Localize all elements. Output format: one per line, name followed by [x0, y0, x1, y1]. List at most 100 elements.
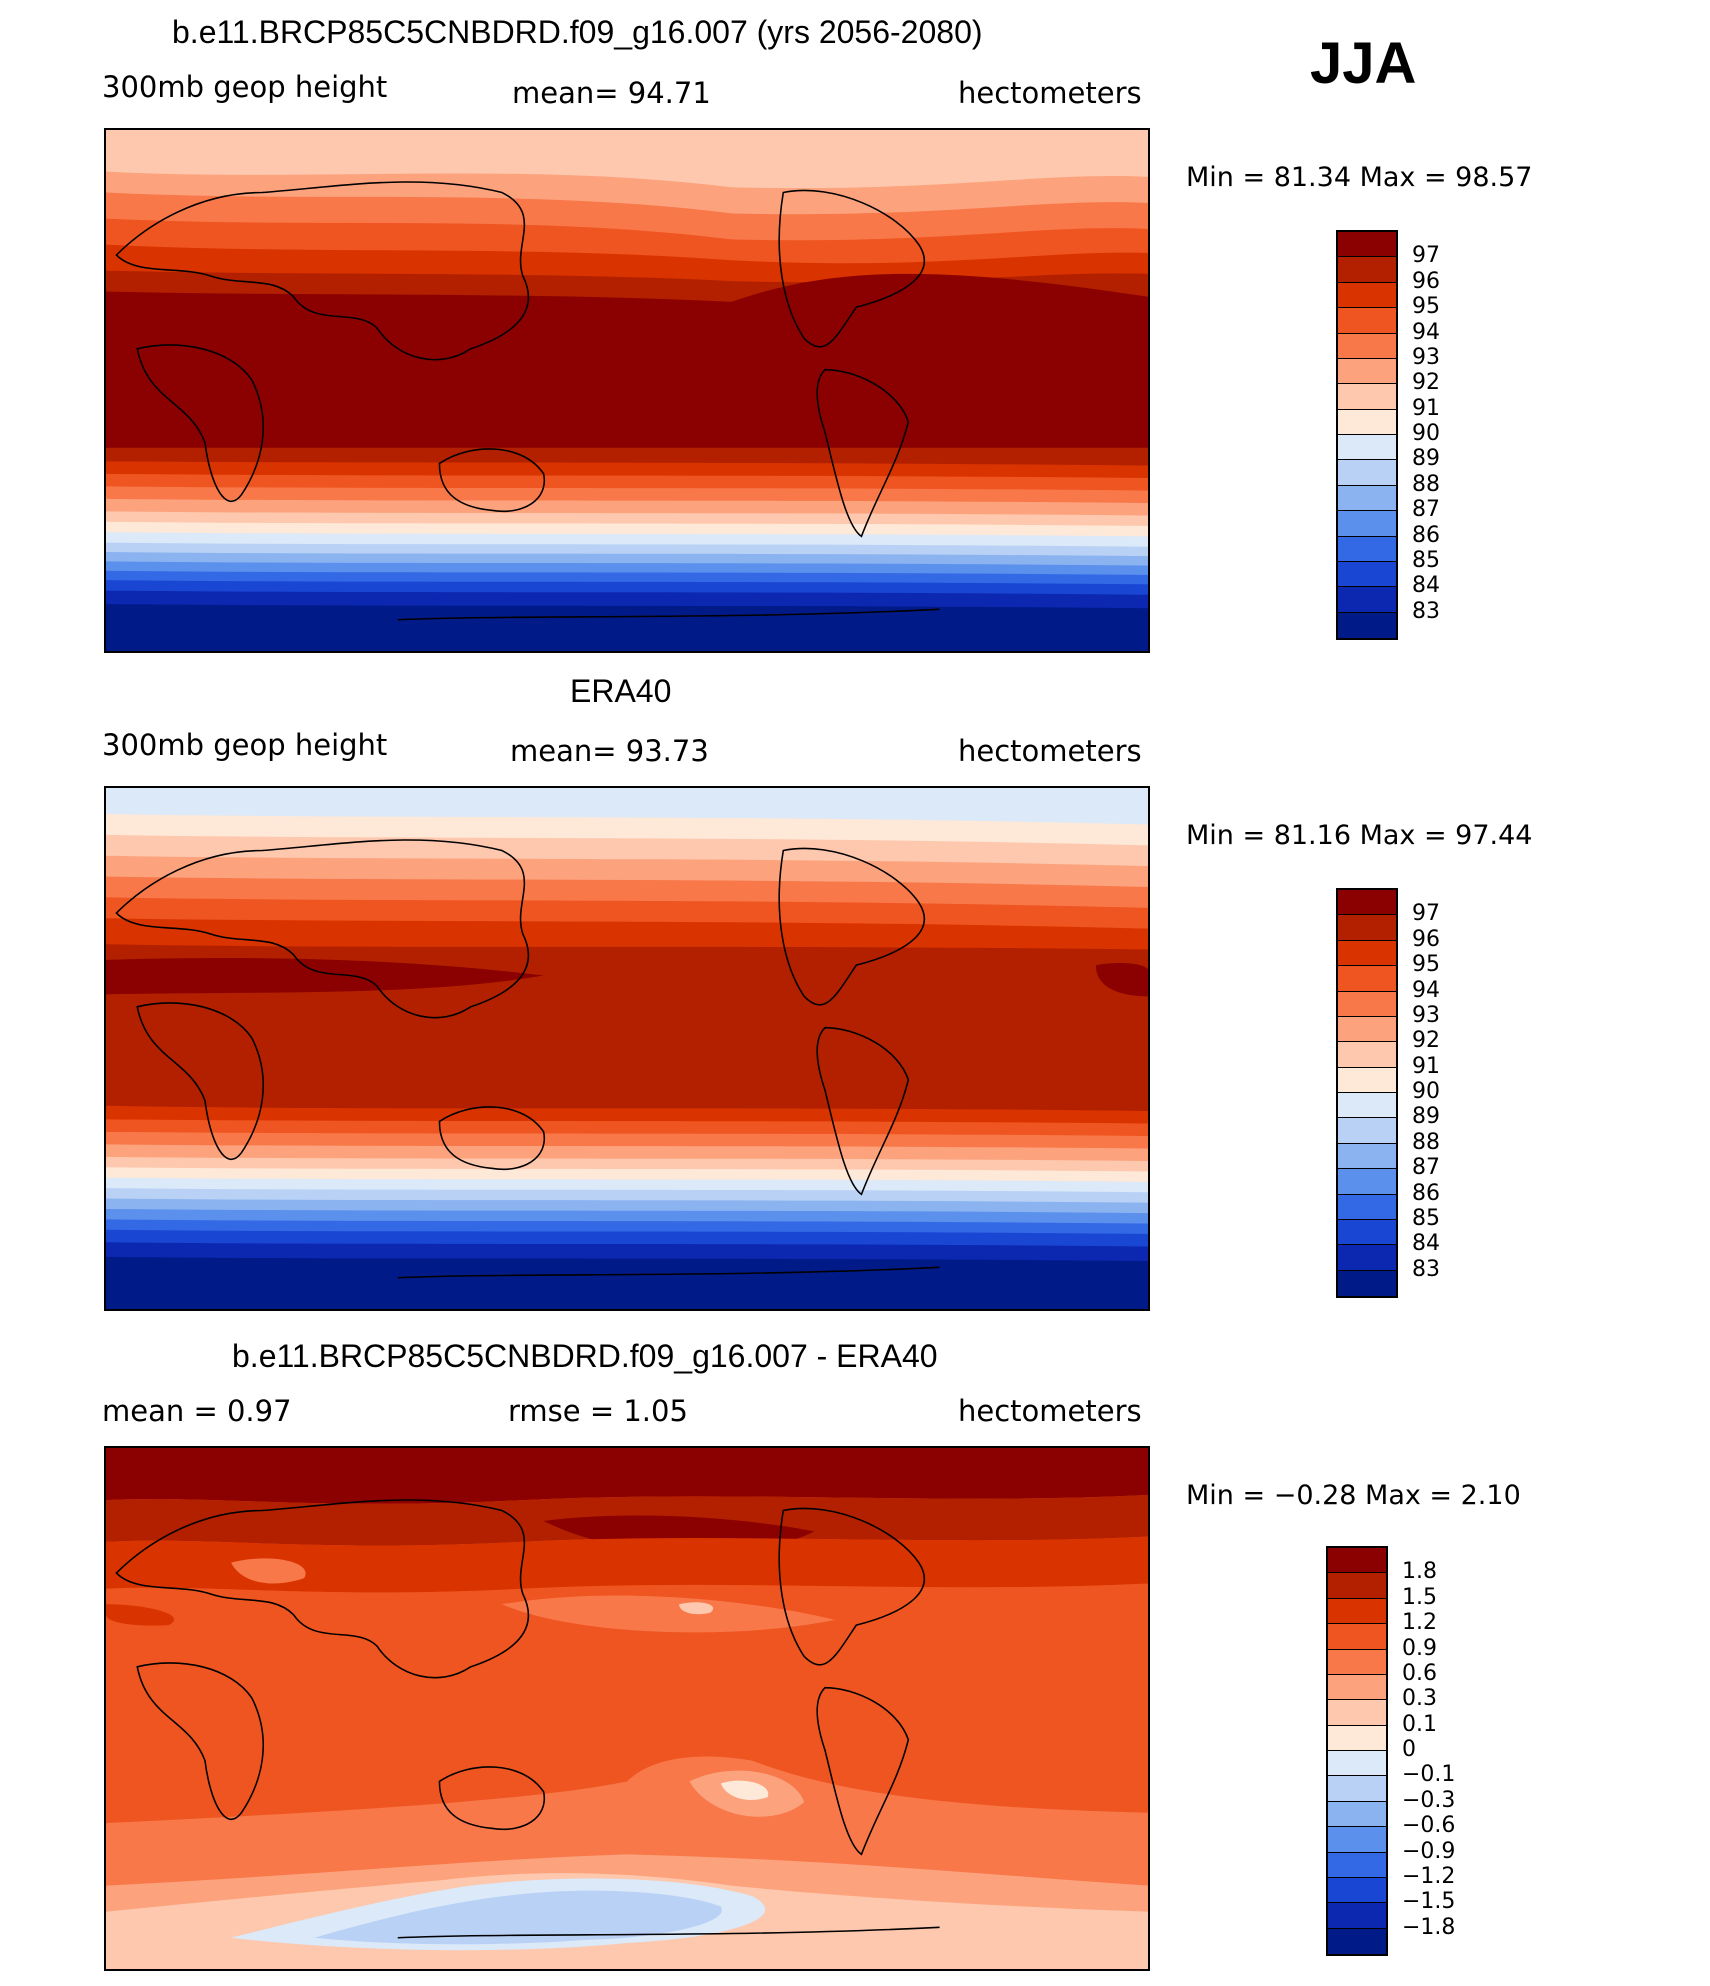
- colorbar-tick-label: 83: [1412, 598, 1440, 624]
- colorbar-swatch: [1338, 915, 1396, 941]
- panel-3-minmax: Min = −0.28 Max = 2.10: [1186, 1480, 1521, 1511]
- panel-3-title: b.e11.BRCP85C5CNBDRD.f09_g16.007 - ERA40: [232, 1338, 938, 1374]
- panel-1-minmax: Min = 81.34 Max = 98.57: [1186, 162, 1533, 193]
- colorbar-tick-label: −1.8: [1402, 1914, 1456, 1940]
- colorbar-tick-label: 0.1: [1402, 1711, 1437, 1737]
- colorbar-swatch: [1328, 1598, 1386, 1625]
- colorbar-swatch: [1338, 282, 1396, 309]
- colorbar-tick-label: 96: [1412, 926, 1440, 952]
- colorbar-tick-label: 94: [1412, 319, 1440, 345]
- colorbar-swatch: [1328, 1877, 1386, 1904]
- colorbar-tick-label: 84: [1412, 1231, 1440, 1257]
- colorbar-swatch: [1328, 1827, 1386, 1853]
- colorbar-tick-label: 95: [1412, 294, 1440, 320]
- colorbar-tick-label: −0.1: [1402, 1762, 1456, 1788]
- panel-2-colorbar: [1336, 888, 1398, 1298]
- panel-2-units-label: hectometers: [958, 734, 1142, 768]
- colorbar-swatch: [1338, 890, 1396, 916]
- colorbar-swatch: [1338, 940, 1396, 967]
- colorbar-tick-label: 88: [1412, 471, 1440, 497]
- colorbar-tick-label: 91: [1412, 395, 1440, 421]
- colorbar-swatch: [1328, 1573, 1386, 1599]
- colorbar-tick-label: −1.2: [1402, 1863, 1456, 1889]
- colorbar-tick-label: 1.5: [1402, 1584, 1437, 1610]
- panel-1-units-label: hectometers: [958, 76, 1142, 110]
- panel-2-map: [104, 786, 1150, 1311]
- colorbar-swatch: [1338, 1118, 1396, 1144]
- colorbar-swatch: [1338, 1093, 1396, 1119]
- colorbar-tick-label: −0.3: [1402, 1787, 1456, 1813]
- colorbar-swatch: [1338, 1042, 1396, 1068]
- colorbar-tick-label: 83: [1412, 1256, 1440, 1282]
- colorbar-swatch: [1338, 485, 1396, 512]
- colorbar-tick-label: 97: [1412, 901, 1440, 927]
- colorbar-swatch: [1338, 1143, 1396, 1170]
- panel-2-contour-field: [106, 788, 1148, 1309]
- colorbar-swatch: [1328, 1801, 1386, 1828]
- colorbar-swatch: [1328, 1928, 1386, 1954]
- colorbar-swatch: [1338, 536, 1396, 562]
- colorbar-swatch: [1338, 587, 1396, 613]
- colorbar-tick-label: 1.2: [1402, 1610, 1437, 1636]
- colorbar-tick-label: 0: [1402, 1737, 1416, 1762]
- colorbar-swatch: [1338, 1194, 1396, 1220]
- panel-1-contour-field: [106, 130, 1148, 651]
- colorbar-tick-label: 93: [1412, 1002, 1440, 1028]
- colorbar-tick-label: 87: [1412, 1155, 1440, 1181]
- panel-1-mean-label: mean= 94.71: [512, 76, 711, 110]
- colorbar-swatch: [1338, 991, 1396, 1017]
- colorbar-tick-label: 89: [1412, 1104, 1440, 1130]
- colorbar-swatch: [1338, 435, 1396, 461]
- colorbar-swatch: [1338, 257, 1396, 283]
- colorbar-swatch: [1338, 1270, 1396, 1296]
- colorbar-swatch: [1338, 409, 1396, 435]
- colorbar-swatch: [1338, 1245, 1396, 1271]
- colorbar-swatch: [1338, 1169, 1396, 1195]
- colorbar-tick-label: 95: [1412, 952, 1440, 978]
- colorbar-tick-label: 96: [1412, 268, 1440, 294]
- panel-2-minmax: Min = 81.16 Max = 97.44: [1186, 820, 1533, 851]
- panel-1-map: [104, 128, 1150, 653]
- colorbar-swatch: [1328, 1548, 1386, 1574]
- colorbar-swatch: [1328, 1776, 1386, 1802]
- colorbar-swatch: [1338, 561, 1396, 588]
- panel-3-rmse-label: rmse = 1.05: [508, 1394, 688, 1428]
- colorbar-swatch: [1338, 1016, 1396, 1043]
- colorbar-tick-label: −0.6: [1402, 1813, 1456, 1839]
- colorbar-tick-label: 84: [1412, 573, 1440, 599]
- colorbar-tick-label: 90: [1412, 1079, 1440, 1104]
- colorbar-tick-label: 94: [1412, 977, 1440, 1003]
- colorbar-tick-label: 89: [1412, 446, 1440, 472]
- colorbar-swatch: [1338, 232, 1396, 258]
- colorbar-tick-label: 86: [1412, 522, 1440, 548]
- panel-3-units-label: hectometers: [958, 1394, 1142, 1428]
- colorbar-tick-label: −1.5: [1402, 1889, 1456, 1915]
- colorbar-tick-label: 0.3: [1402, 1686, 1437, 1712]
- colorbar-tick-label: 88: [1412, 1129, 1440, 1155]
- colorbar-swatch: [1328, 1624, 1386, 1650]
- colorbar-swatch: [1338, 460, 1396, 486]
- colorbar-swatch: [1328, 1751, 1386, 1777]
- colorbar-swatch: [1338, 612, 1396, 638]
- colorbar-swatch: [1338, 1219, 1396, 1246]
- colorbar-swatch: [1338, 511, 1396, 537]
- panel-1-variable-label: 300mb geop height: [102, 70, 388, 104]
- colorbar-tick-label: −0.9: [1402, 1838, 1456, 1864]
- colorbar-tick-label: 93: [1412, 344, 1440, 370]
- colorbar-tick-label: 92: [1412, 1028, 1440, 1054]
- colorbar-tick-label: 87: [1412, 497, 1440, 523]
- season-label: JJA: [1310, 31, 1417, 96]
- colorbar-swatch: [1328, 1700, 1386, 1726]
- colorbar-tick-label: 97: [1412, 243, 1440, 269]
- colorbar-swatch: [1328, 1903, 1386, 1929]
- panel-1-colorbar: [1336, 230, 1398, 640]
- colorbar-swatch: [1338, 308, 1396, 334]
- panel-3-contour-field: [106, 1448, 1148, 1969]
- panel-1-title: b.e11.BRCP85C5CNBDRD.f09_g16.007 (yrs 20…: [172, 14, 983, 50]
- colorbar-tick-label: 85: [1412, 1205, 1440, 1231]
- panel-2-title: ERA40: [570, 673, 672, 709]
- colorbar-tick-label: 0.9: [1402, 1635, 1437, 1661]
- colorbar-tick-label: 85: [1412, 547, 1440, 573]
- panel-3-map: [104, 1446, 1150, 1971]
- colorbar-swatch: [1338, 384, 1396, 410]
